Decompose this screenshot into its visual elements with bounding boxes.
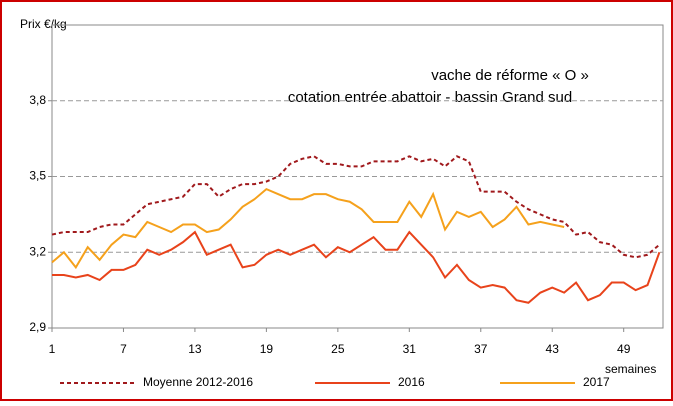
- legend-label: 2016: [398, 375, 425, 389]
- y-axis-label: Prix €/kg: [20, 17, 67, 31]
- y-tick-label: 3,8: [29, 93, 46, 107]
- legend-label: 2017: [583, 375, 610, 389]
- x-tick-label: 43: [546, 342, 560, 356]
- x-tick-label: 7: [120, 342, 127, 356]
- chart-subtitle: cotation entrée abattoir - bassin Grand …: [288, 89, 572, 106]
- y-tick-label: 2,9: [29, 320, 46, 334]
- x-tick-label: 49: [617, 342, 631, 356]
- x-tick-label: 31: [403, 342, 417, 356]
- x-axis-label: semaines: [605, 362, 656, 376]
- x-tick-label: 37: [474, 342, 488, 356]
- x-tick-label: 1: [49, 342, 56, 356]
- chart-title: vache de réforme « O »: [431, 67, 589, 84]
- series-line: [51, 187, 565, 270]
- x-tick-label: 13: [188, 342, 202, 356]
- legend-label: Moyenne 2012-2016: [143, 375, 253, 389]
- series-line: [52, 230, 661, 304]
- x-tick-label: 19: [260, 342, 274, 356]
- series-line: [51, 155, 661, 259]
- y-tick-label: 3,5: [29, 169, 46, 183]
- y-tick-label: 3,2: [29, 244, 46, 258]
- x-tick-label: 25: [331, 342, 345, 356]
